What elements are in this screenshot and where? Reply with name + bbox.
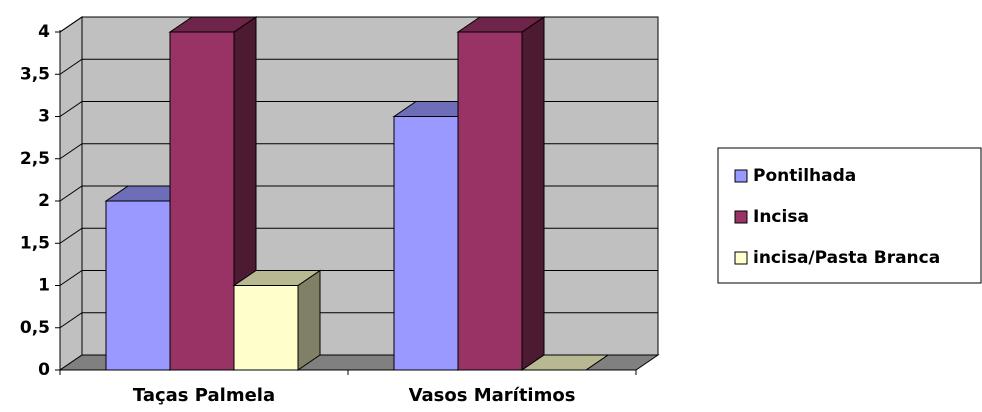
x-tick-label: Taças Palmela [133,385,275,406]
legend-swatch [734,169,748,183]
legend-swatch [734,210,748,224]
y-tick-label: 3 [38,107,50,127]
y-tick-label: 0,5 [20,318,50,338]
bar-side [297,269,321,371]
legend-box [717,147,982,284]
bar [105,200,171,371]
legend-swatch [734,251,748,265]
bar [393,116,459,371]
y-tick-label: 2 [38,191,50,211]
y-tick-label: 3,5 [20,64,50,84]
legend: Pontilhada Incisa incisa/Pasta Branca [717,147,982,284]
grid-line [59,16,658,33]
legend-label: incisa/Pasta Branca [753,248,940,268]
y-tick-label: 2,5 [20,149,50,169]
y-tick-label: 4 [38,22,50,42]
bar-side [521,16,545,371]
bar [233,285,299,371]
legend-label: Pontilhada [753,166,856,186]
bars [104,16,610,371]
x-tick-label: Vasos Marítimos [409,385,576,406]
y-tick-label: 1,5 [20,233,50,253]
y-tick-label: 1 [38,276,50,296]
legend-label: Incisa [753,207,809,227]
bar [169,31,235,371]
y-tick-label: 0 [38,360,50,380]
bar [457,31,523,371]
